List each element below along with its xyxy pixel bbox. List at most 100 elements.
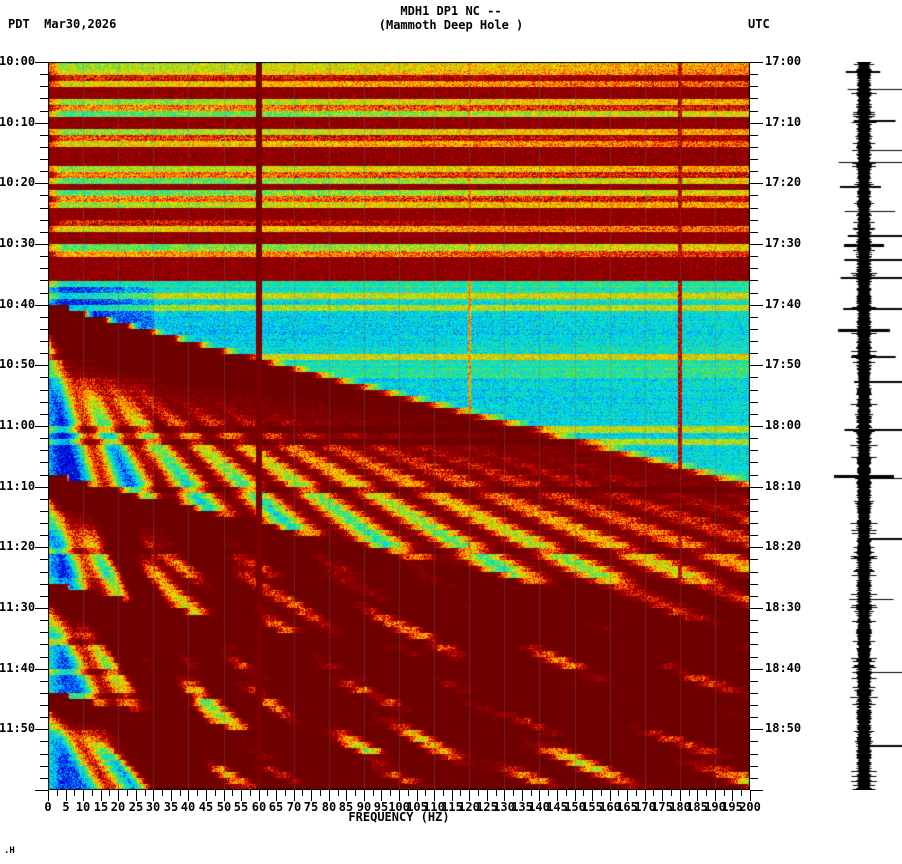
axis-major-tick xyxy=(35,365,48,366)
axis-minor-tick xyxy=(750,584,758,585)
freq-axis-label: 70 xyxy=(286,800,302,814)
freq-minor-tick xyxy=(653,790,654,796)
freq-minor-tick xyxy=(425,790,426,796)
freq-major-tick xyxy=(715,790,716,801)
axis-minor-tick xyxy=(750,414,758,415)
freq-minor-tick xyxy=(302,790,303,796)
axis-minor-tick xyxy=(40,511,48,512)
axis-minor-tick xyxy=(750,450,758,451)
freq-axis-label: 150 xyxy=(564,800,586,814)
freq-major-tick xyxy=(171,790,172,801)
time-axis-label: 11:10 xyxy=(0,479,36,493)
time-axis-label: 11:40 xyxy=(0,661,36,675)
freq-minor-tick xyxy=(320,790,321,796)
axis-minor-tick xyxy=(750,657,758,658)
amplitude-trace-strip[interactable] xyxy=(830,62,902,790)
freq-axis-label: 130 xyxy=(493,800,515,814)
freq-minor-tick xyxy=(373,790,374,796)
freq-minor-tick xyxy=(390,790,391,796)
axis-minor-tick xyxy=(40,317,48,318)
time-axis-label: 17:50 xyxy=(765,357,802,371)
axis-minor-tick xyxy=(40,232,48,233)
axis-major-tick xyxy=(35,244,48,245)
time-axis-label: 10:00 xyxy=(0,54,36,68)
freq-axis-label: 60 xyxy=(251,800,267,814)
axis-major-tick xyxy=(750,426,763,427)
freq-minor-tick xyxy=(618,790,619,796)
axis-minor-tick xyxy=(40,705,48,706)
axis-minor-tick xyxy=(750,559,758,560)
freq-axis-label: 185 xyxy=(686,800,708,814)
axis-minor-tick xyxy=(750,596,758,597)
freq-axis-label: 50 xyxy=(216,800,232,814)
freq-major-tick xyxy=(311,790,312,801)
freq-axis-label: 55 xyxy=(233,800,249,814)
freq-minor-tick xyxy=(724,790,725,796)
axis-minor-tick xyxy=(40,280,48,281)
axis-major-tick xyxy=(35,487,48,488)
axis-major-tick xyxy=(750,547,763,548)
freq-major-tick xyxy=(48,790,49,801)
freq-major-tick xyxy=(364,790,365,801)
axis-minor-tick xyxy=(750,644,758,645)
time-axis-label: 10:40 xyxy=(0,297,36,311)
axis-major-tick xyxy=(35,62,48,63)
axis-minor-tick xyxy=(40,572,48,573)
freq-minor-tick xyxy=(460,790,461,796)
axis-major-tick xyxy=(35,305,48,306)
axis-minor-tick xyxy=(750,754,758,755)
axis-minor-tick xyxy=(40,693,48,694)
axis-minor-tick xyxy=(750,462,758,463)
freq-major-tick xyxy=(627,790,628,801)
axis-minor-tick xyxy=(40,341,48,342)
spectrogram-canvas[interactable] xyxy=(48,62,750,790)
time-axis-label: 17:30 xyxy=(765,236,802,250)
axis-minor-tick xyxy=(750,232,758,233)
axis-minor-tick xyxy=(750,135,758,136)
freq-minor-tick xyxy=(355,790,356,796)
freq-minor-tick xyxy=(285,790,286,796)
axis-major-tick xyxy=(750,608,763,609)
freq-minor-tick xyxy=(250,790,251,796)
axis-minor-tick xyxy=(750,499,758,500)
freq-axis-label: 115 xyxy=(441,800,463,814)
axis-minor-tick xyxy=(40,390,48,391)
spectrogram-plot[interactable] xyxy=(48,62,750,790)
axis-minor-tick xyxy=(750,390,758,391)
axis-minor-tick xyxy=(40,741,48,742)
axis-minor-tick xyxy=(40,402,48,403)
frequency-axis-title: FREQUENCY (HZ) xyxy=(348,810,450,824)
station-title: MDH1 DP1 NC -- xyxy=(400,4,502,18)
freq-major-tick xyxy=(610,790,611,801)
freq-minor-tick xyxy=(583,790,584,796)
axis-minor-tick xyxy=(750,377,758,378)
axis-minor-tick xyxy=(750,195,758,196)
freq-minor-tick xyxy=(92,790,93,796)
axis-minor-tick xyxy=(750,86,758,87)
amplitude-trace-canvas xyxy=(830,62,902,790)
axis-minor-tick xyxy=(40,499,48,500)
axis-minor-tick xyxy=(40,268,48,269)
axis-minor-tick xyxy=(750,402,758,403)
freq-minor-tick xyxy=(706,790,707,796)
freq-minor-tick xyxy=(408,790,409,796)
freq-axis-label: 100 xyxy=(388,800,410,814)
axis-minor-tick xyxy=(40,620,48,621)
freq-minor-tick xyxy=(671,790,672,796)
freq-major-tick xyxy=(66,790,67,801)
axis-minor-tick xyxy=(40,535,48,536)
axis-major-tick xyxy=(35,547,48,548)
axis-minor-tick xyxy=(40,644,48,645)
freq-minor-tick xyxy=(636,790,637,796)
freq-axis-label: 85 xyxy=(338,800,354,814)
freq-axis-label: 135 xyxy=(511,800,533,814)
time-axis-label: 10:30 xyxy=(0,236,36,250)
freq-major-tick xyxy=(329,790,330,801)
time-axis-label: 18:30 xyxy=(765,600,802,614)
freq-minor-tick xyxy=(145,790,146,796)
time-axis-label: 18:10 xyxy=(765,479,802,493)
axis-minor-tick xyxy=(750,256,758,257)
axis-major-tick xyxy=(35,729,48,730)
header: PDT Mar30,2026 MDH1 DP1 NC -- (Mammoth D… xyxy=(0,0,902,52)
freq-major-tick xyxy=(539,790,540,801)
